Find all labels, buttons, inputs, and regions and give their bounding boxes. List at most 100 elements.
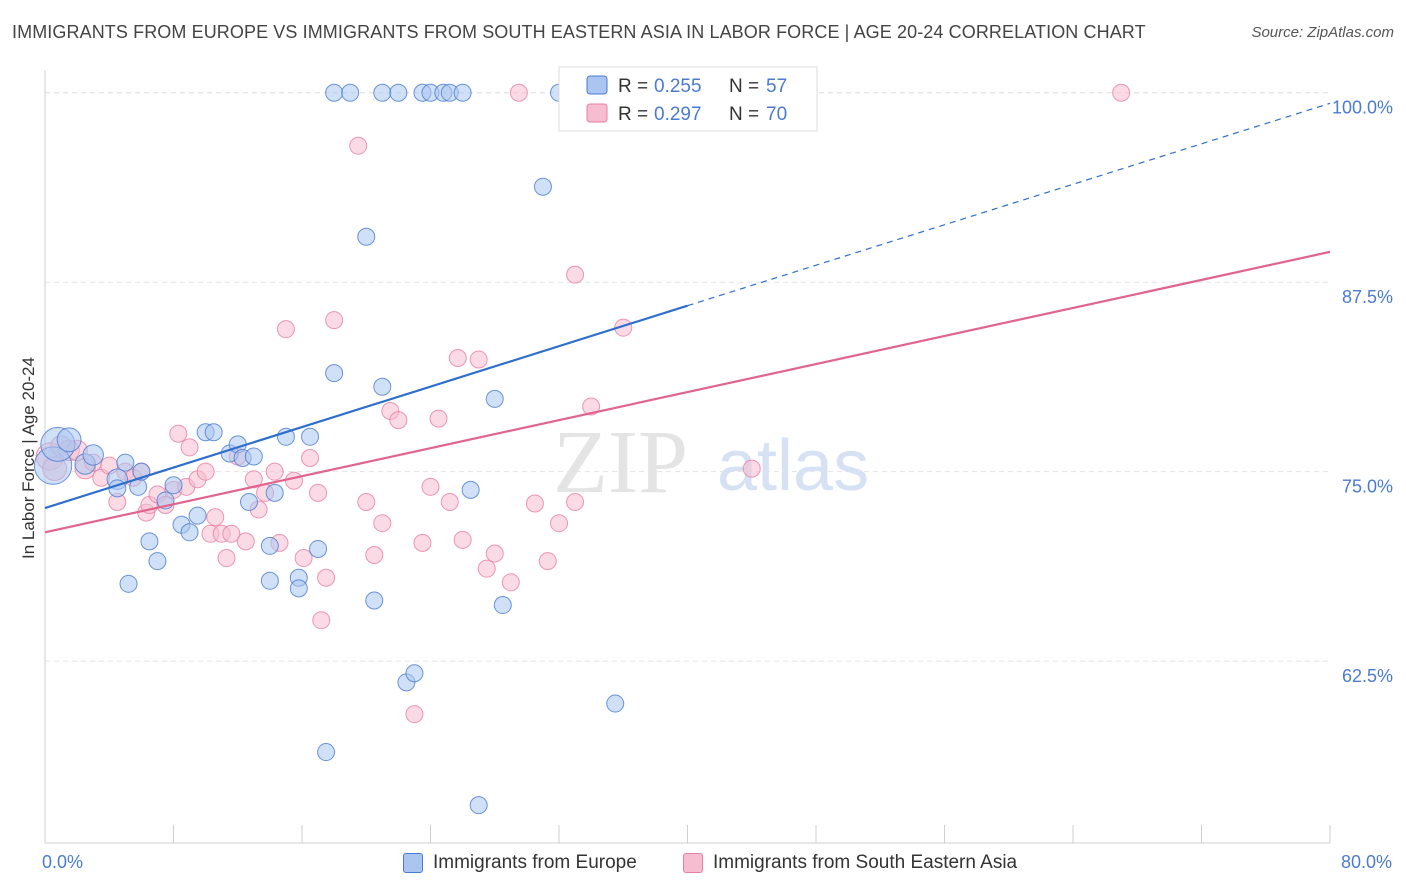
bottom-legend-europe-label: Immigrants from Europe (433, 852, 637, 873)
sea-point (501, 573, 520, 592)
y-tick-label: 100.0% (1332, 98, 1393, 118)
sea-point (582, 397, 601, 416)
sea-point (196, 462, 215, 481)
sea-point (365, 546, 384, 565)
europe-point (533, 177, 552, 196)
sea-point (312, 611, 331, 630)
europe-point (405, 664, 424, 683)
europe-point (309, 539, 328, 558)
europe-point (116, 453, 135, 472)
europe-point (260, 536, 279, 555)
europe-point (180, 523, 199, 542)
europe-point (119, 574, 138, 593)
europe-point (485, 389, 504, 408)
grid-lines (45, 92, 1330, 662)
europe-point (188, 506, 207, 525)
europe-point (373, 377, 392, 396)
sea-point (448, 348, 467, 367)
europe-point (357, 227, 376, 246)
europe-point (325, 364, 344, 383)
y-tick-label: 87.5% (1342, 287, 1393, 307)
sea-point (217, 549, 236, 568)
sea-point (276, 320, 295, 339)
sea-point (284, 471, 303, 490)
bottom-legend-sea-label: Immigrants from South Eastern Asia (713, 852, 1018, 873)
sea-point (180, 438, 199, 457)
chart-source: Source: ZipAtlas.com (1251, 24, 1394, 41)
sea-point (325, 311, 344, 330)
europe-swatch-icon (403, 853, 423, 873)
sea-point (453, 530, 472, 549)
sea-point (301, 449, 320, 468)
sea-point (509, 83, 528, 102)
europe-point (325, 83, 344, 102)
sea-point (525, 494, 544, 513)
sea-point (405, 705, 424, 724)
series-europe-points (33, 83, 625, 815)
europe-point (373, 83, 392, 102)
sea-point (236, 532, 255, 551)
sea-point (742, 459, 761, 478)
europe-point (453, 83, 472, 102)
sea-point (389, 411, 408, 430)
europe-point (265, 483, 284, 502)
legend-n-value-2: 70 (766, 104, 787, 125)
europe-point (148, 552, 167, 571)
europe-point (164, 476, 183, 495)
europe-point (301, 427, 320, 446)
europe-trend-extension (687, 102, 1331, 307)
sea-point (294, 549, 313, 568)
legend-swatch-sea (586, 103, 608, 123)
sea-point (566, 265, 585, 284)
sea-point (550, 514, 568, 533)
sea-point (169, 424, 188, 443)
bottom-legend-europe[interactable]: Immigrants from Europe (403, 852, 637, 874)
legend-n-value-1: 57 (766, 76, 787, 97)
y-axis-label: In Labor Force | Age 20-24 (19, 357, 38, 559)
y-tick-label: 62.5% (1342, 666, 1393, 686)
sea-point (421, 477, 440, 496)
europe-point (469, 796, 488, 815)
sea-point (357, 492, 376, 511)
sea-point (317, 568, 336, 587)
sea-point (349, 136, 368, 155)
series-sea-points (35, 83, 1131, 724)
europe-trend-line (44, 304, 688, 510)
sea-point (485, 544, 504, 563)
bottom-legend-sea[interactable]: Immigrants from South Eastern Asia (683, 852, 1017, 874)
europe-point (606, 694, 625, 713)
legend-r-value-1: 0.255 (654, 76, 702, 97)
y-tick-labels: 62.5% 75.0% 87.5% 100.0% (1332, 98, 1393, 686)
europe-point (140, 532, 159, 551)
y-tick-label: 75.0% (1342, 477, 1393, 497)
sea-trend-line (44, 250, 1331, 534)
sea-point (413, 533, 432, 552)
legend-box: R = 0.255 N = 57 R = 0.297 N = 70 (558, 66, 818, 132)
sea-point (265, 462, 284, 481)
europe-point (317, 743, 336, 762)
bottom-legend: Immigrants from Europe Immigrants from S… (0, 850, 1406, 878)
europe-point (365, 591, 384, 610)
x-axis-max-label: 80.0% (1340, 852, 1392, 872)
sea-point (477, 559, 496, 578)
sea-point (469, 350, 488, 369)
x-axis-min-label: 0.0% (42, 852, 84, 872)
europe-point (260, 571, 279, 590)
legend-r-label-1: R = (618, 76, 648, 97)
europe-point (289, 579, 308, 598)
europe-point (493, 596, 512, 615)
sea-point (222, 524, 241, 543)
legend-r-label-2: R = (618, 104, 648, 125)
sea-point (566, 492, 585, 511)
sea-point (309, 483, 328, 502)
europe-point (341, 83, 360, 102)
europe-point (82, 444, 104, 466)
watermark: ZIP atlas (553, 413, 869, 512)
sea-point (1112, 83, 1131, 102)
europe-point (389, 83, 408, 102)
trend-lines (44, 102, 1331, 534)
legend-r-value-2: 0.297 (654, 104, 702, 125)
legend-n-label-2: N = (729, 104, 759, 125)
watermark-atlas: atlas (717, 426, 869, 506)
sea-point (429, 409, 448, 428)
